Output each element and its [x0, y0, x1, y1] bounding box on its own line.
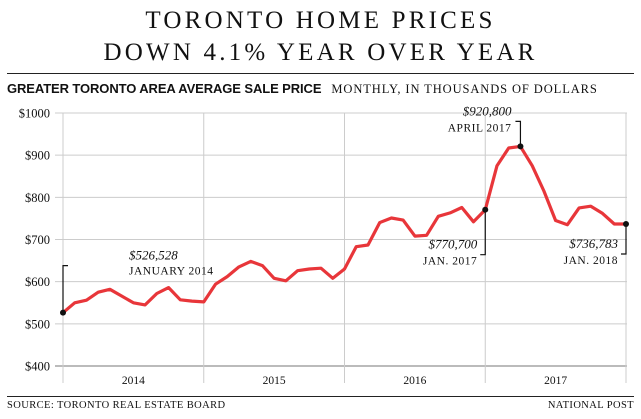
annotation-value-jan-2014: $526,528 [129, 248, 178, 263]
annotation-marker-jan-2014 [60, 309, 66, 316]
annotation-marker-apr-2017 [517, 143, 524, 150]
price-series-line [61, 144, 628, 315]
annotation-leader-jan-2017 [480, 209, 486, 256]
annotation-marker-jan-2018 [623, 220, 629, 227]
x-tick-label: 2017 [544, 375, 567, 387]
headline-line-2: DOWN 4.1% YEAR OVER YEAR [103, 39, 538, 66]
y-tick-label: $1000 [19, 107, 50, 121]
y-tick-label: $600 [25, 275, 50, 289]
annotation-date-jan-2017: JAN. 2017 [423, 256, 477, 268]
credit-note: NATIONAL POST [547, 400, 634, 411]
unit-note: MONTHLY, IN THOUSANDS OF DOLLARS [331, 82, 598, 96]
y-tick-label: $900 [25, 149, 50, 163]
source-note: SOURCE: TORONTO REAL ESTATE BOARD [7, 400, 226, 411]
y-tick-label: $800 [25, 191, 50, 205]
annotation-date-jan-2014: JANUARY 2014 [129, 266, 213, 278]
annotation-value-jan-2018: $736,783 [569, 236, 618, 251]
x-tick-label: 2015 [263, 375, 286, 387]
headline-rule [7, 73, 634, 74]
annotation-date-apr-2017: APRIL 2017 [448, 122, 512, 134]
y-tick-label: $400 [25, 360, 50, 374]
annotation-date-jan-2018: JAN. 2018 [564, 255, 618, 267]
annotation-leader-apr-2017 [515, 120, 522, 147]
y-tick-label: $500 [25, 317, 50, 331]
footer-rule [7, 396, 634, 397]
y-tick-label: $700 [25, 233, 50, 247]
headline-line-1: TORONTO HOME PRICES [145, 7, 496, 34]
chart-subtitle: GREATER TORONTO AREA AVERAGE SALE PRICE [7, 81, 322, 96]
chart-subtitle-row: GREATER TORONTO AREA AVERAGE SALE PRICE … [7, 80, 598, 98]
annotation-value-apr-2017: $920,800 [463, 103, 512, 118]
annotation-leader-jan-2014 [62, 265, 68, 313]
annotation-leader-jan-2018 [621, 223, 627, 255]
annotation-value-jan-2017: $770,700 [429, 237, 478, 252]
x-tick-label: 2016 [403, 375, 426, 387]
annotation-marker-jan-2017 [482, 206, 489, 213]
x-tick-label: 2014 [122, 375, 145, 387]
